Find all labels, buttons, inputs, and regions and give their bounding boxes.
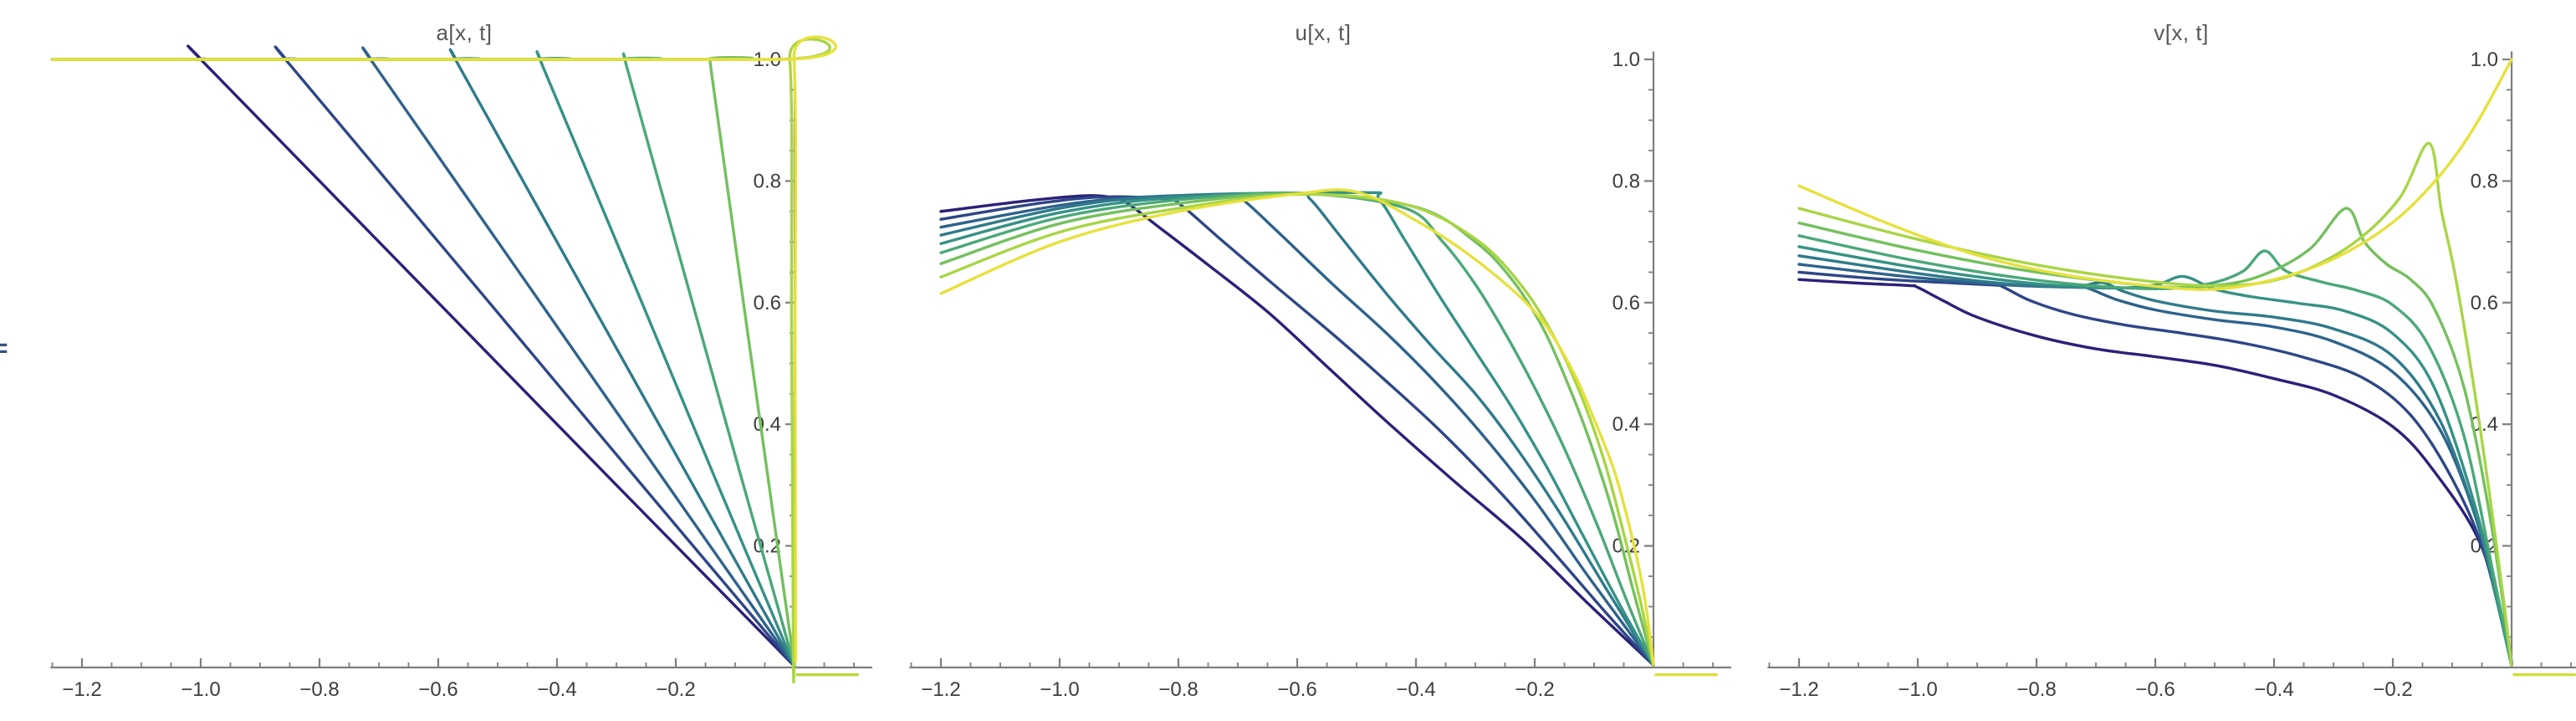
series-t3: [50, 48, 796, 668]
x-tick-label: −0.4: [2254, 678, 2293, 701]
plot-v-title: v[x, t]: [2154, 20, 2209, 45]
series-t1: [50, 45, 796, 668]
series-t7: [50, 38, 832, 684]
x-tick-label: −0.8: [2016, 678, 2056, 701]
series-t5: [50, 52, 796, 668]
series-t1: [1797, 270, 2513, 667]
plot-a-canvas: −1.2 −1.0 −0.8 −0.6 −0.4 −0.20.20.40.60.81.0: [50, 35, 873, 701]
series-t0: [50, 44, 796, 668]
series-t2: [939, 193, 1655, 667]
series-t5: [1797, 234, 2513, 667]
series-t7: [939, 192, 1655, 667]
y-tick-label: 0.6: [2471, 292, 2498, 314]
series-t3: [939, 192, 1655, 667]
x-tick-label: −0.8: [299, 678, 339, 701]
series-t8: [50, 35, 837, 663]
series-t6: [939, 192, 1655, 667]
x-tick-label: −0.2: [656, 678, 695, 701]
series-t7: [1797, 141, 2513, 667]
series-t1: [939, 195, 1655, 667]
series-t6: [1797, 207, 2513, 667]
y-tick-label: 1.0: [1613, 49, 1640, 71]
x-tick-label: −0.2: [1515, 678, 1554, 701]
y-tick-label: 0.4: [1613, 413, 1640, 436]
x-tick-label: −1.0: [1040, 678, 1079, 701]
series-t8: [939, 188, 1655, 666]
series-t8: [1797, 58, 2513, 291]
series-t4: [939, 191, 1655, 667]
x-tick-label: −0.6: [1277, 678, 1316, 701]
y-tick-label: 1.0: [2471, 49, 2498, 71]
series-t3: [1797, 254, 2513, 667]
x-tick-label: −0.6: [418, 678, 457, 701]
x-tick-label: −1.2: [921, 678, 960, 701]
x-tick-label: −1.2: [62, 678, 101, 701]
plot-a-title: a[x, t]: [436, 20, 493, 45]
series-t4: [50, 50, 796, 668]
plot-v-panel: −1.2 −1.0 −0.8 −0.6 −0.4 −0.2 0.2 0.4 0.6 0.8 1.0 …: [1751, 13, 2576, 721]
y-tick-label: 0.6: [754, 292, 781, 314]
plot-a-panel: −1.2 −1.0 −0.8 −0.6 −0.4 −0.2 0.2 0.4 0.6 0.8 1.0 …: [33, 13, 892, 721]
x-tick-label: −1.0: [1898, 678, 1937, 701]
y-tick-label: 0.8: [2471, 170, 2498, 192]
x-tick-label: −1.2: [1779, 678, 1818, 701]
x-tick-label: −0.8: [1158, 678, 1198, 701]
clipped-left-edge-label: =: [0, 335, 8, 362]
series-t2: [1797, 263, 2513, 667]
y-tick-label: 0.4: [754, 413, 781, 436]
series-t0: [1797, 278, 2513, 667]
x-tick-label: −0.4: [537, 678, 576, 701]
series-t6: [50, 56, 796, 668]
series-t2: [50, 46, 796, 668]
series-t5: [939, 191, 1655, 667]
x-tick-label: −0.2: [2373, 678, 2412, 701]
x-tick-label: −0.4: [1396, 678, 1435, 701]
plot-u-title: u[x, t]: [1295, 20, 1352, 45]
plot-u-canvas: −1.2 −1.0 −0.8 −0.6 −0.4 −0.20.20.40.60.81.0: [909, 49, 1732, 701]
series-t0: [939, 194, 1655, 667]
x-tick-label: −1.0: [181, 678, 220, 701]
plot-u-panel: −1.2 −1.0 −0.8 −0.6 −0.4 −0.2 0.2 0.4 0.6 0.8 1.0 …: [892, 13, 1751, 721]
x-tick-label: −0.6: [2135, 678, 2175, 701]
series-t4: [1797, 245, 2513, 667]
y-tick-label: 0.8: [1613, 170, 1640, 192]
y-tick-label: 0.8: [754, 170, 781, 192]
y-tick-label: 0.6: [1613, 292, 1640, 314]
plot-v-canvas: −1.2 −1.0 −0.8 −0.6 −0.4 −0.20.20.40.60.81.0: [1767, 49, 2576, 701]
